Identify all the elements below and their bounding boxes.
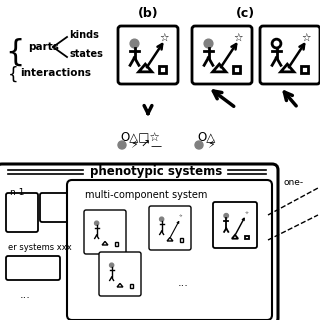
Circle shape	[204, 39, 213, 48]
Text: er systems xxx: er systems xxx	[8, 243, 72, 252]
Bar	[180, 238, 183, 242]
Text: states: states	[69, 49, 103, 59]
Text: (c): (c)	[236, 7, 255, 20]
Circle shape	[160, 217, 164, 221]
Text: multi-component system: multi-component system	[85, 190, 207, 200]
Text: ⚡: ⚡	[130, 140, 138, 150]
Circle shape	[109, 263, 114, 267]
FancyBboxPatch shape	[6, 193, 38, 232]
Text: phenotypic systems: phenotypic systems	[90, 165, 222, 179]
Text: parts: parts	[28, 42, 59, 52]
Text: ...: ...	[178, 278, 189, 288]
FancyBboxPatch shape	[213, 202, 257, 248]
Bar	[130, 284, 133, 288]
Text: ☆: ☆	[179, 214, 182, 218]
FancyBboxPatch shape	[260, 26, 320, 84]
Text: ↗: ↗	[140, 140, 149, 150]
Circle shape	[272, 39, 281, 48]
Text: ...: ...	[20, 290, 31, 300]
FancyBboxPatch shape	[99, 252, 141, 296]
Circle shape	[130, 39, 139, 48]
Bar	[115, 242, 118, 246]
FancyBboxPatch shape	[118, 26, 178, 84]
Text: (b): (b)	[138, 7, 158, 20]
Text: ☆: ☆	[234, 33, 243, 43]
Text: ☆: ☆	[159, 33, 169, 43]
Text: interactions: interactions	[20, 68, 91, 78]
FancyBboxPatch shape	[6, 256, 60, 280]
FancyBboxPatch shape	[67, 180, 272, 320]
Circle shape	[95, 221, 99, 225]
FancyBboxPatch shape	[192, 26, 252, 84]
Circle shape	[195, 141, 203, 149]
Bar	[245, 236, 249, 239]
Circle shape	[118, 141, 126, 149]
FancyBboxPatch shape	[149, 206, 191, 250]
Text: {: {	[8, 66, 19, 84]
Text: {: {	[5, 37, 24, 67]
Bar	[159, 66, 166, 73]
Text: O△: O△	[197, 130, 215, 143]
Circle shape	[224, 213, 228, 218]
Text: ☆: ☆	[244, 211, 248, 214]
Text: n 1: n 1	[10, 188, 24, 197]
FancyBboxPatch shape	[84, 210, 126, 254]
Bar	[233, 66, 240, 73]
Text: kinds: kinds	[69, 30, 99, 40]
Bar	[301, 66, 308, 73]
Text: one-: one-	[284, 178, 304, 187]
FancyBboxPatch shape	[0, 164, 278, 320]
Text: ☆: ☆	[301, 33, 311, 43]
Text: ⚡: ⚡	[207, 140, 215, 150]
Text: —: —	[150, 141, 161, 151]
Text: O△□☆: O△□☆	[120, 130, 160, 143]
FancyBboxPatch shape	[40, 193, 72, 222]
